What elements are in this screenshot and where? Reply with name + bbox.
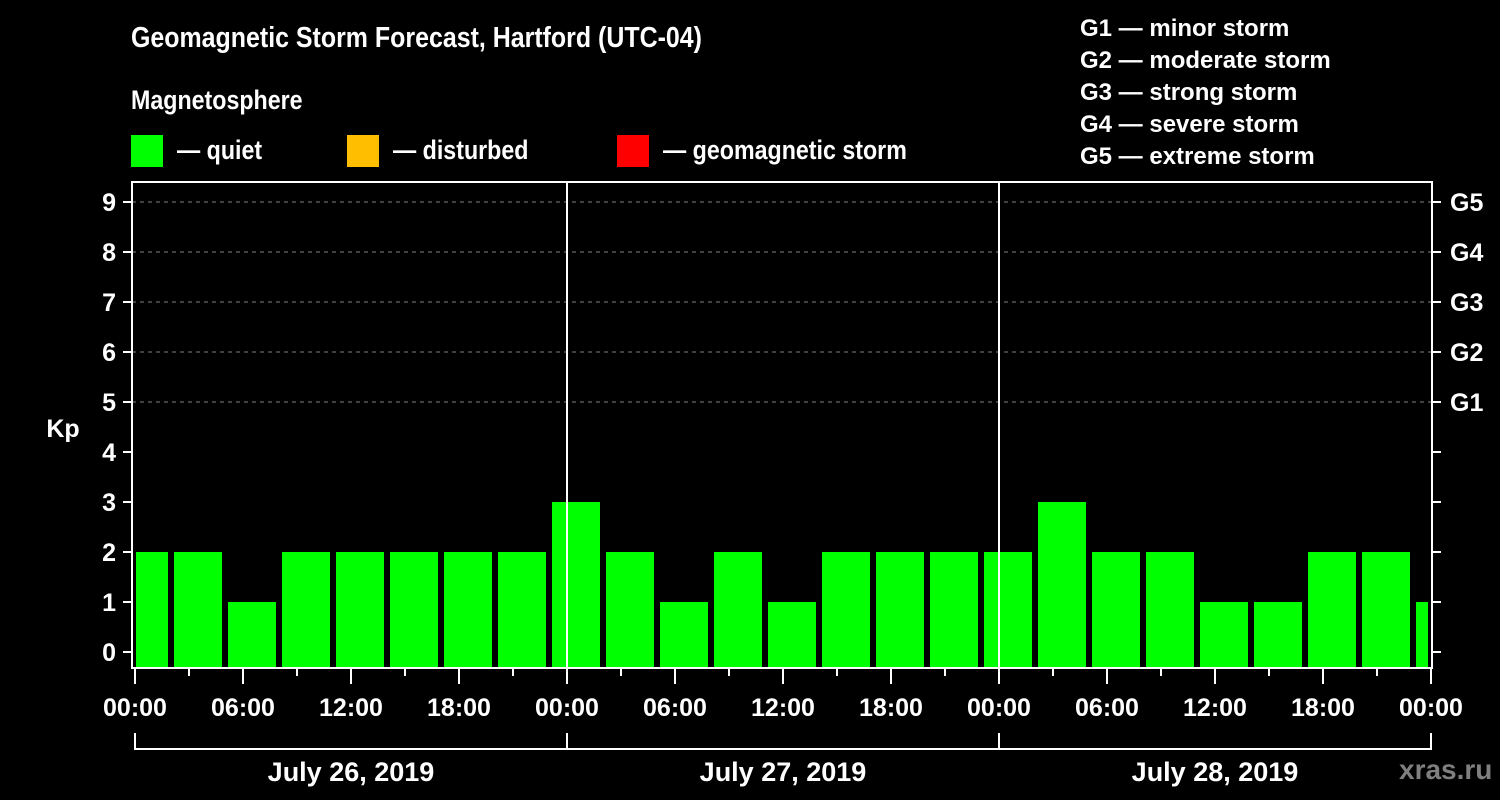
legend-item-quiet: — quiet [131, 134, 276, 167]
x-tick-label: 00:00 [1399, 694, 1463, 722]
kp-bar [606, 552, 654, 668]
kp-bar [1254, 602, 1302, 668]
y-tick-label: 4 [102, 439, 116, 467]
day-label: July 26, 2019 [268, 757, 435, 787]
x-tick-label: 00:00 [535, 694, 599, 722]
x-tick-label: 18:00 [1291, 694, 1355, 722]
g-scale-item-g2: G2 — moderate storm [1080, 47, 1331, 74]
kp-bar [1200, 602, 1248, 668]
bars [136, 502, 1428, 668]
x-tick-label: 12:00 [1183, 694, 1247, 722]
g-level-label: G1 [1450, 389, 1483, 417]
kp-bar [228, 602, 276, 668]
x-tick-label: 00:00 [967, 694, 1031, 722]
watermark: xras.ru [1399, 754, 1493, 785]
legend-label: — geomagnetic storm [663, 135, 907, 165]
legend-label: — disturbed [393, 135, 529, 165]
kp-bar [1308, 552, 1356, 668]
y-tick-label: 3 [102, 489, 116, 517]
kp-bar [498, 552, 546, 668]
legend-item-storm: — geomagnetic storm [617, 134, 947, 167]
g-scale-legend: G1 — minor storm G2 — moderate storm G3 … [1080, 13, 1331, 173]
g-scale-item-g5: G5 — extreme storm [1080, 143, 1315, 170]
y-axis-label: Kp [46, 415, 79, 443]
kp-bar [1038, 502, 1086, 668]
kp-bar [714, 552, 762, 668]
g-level-label: G3 [1450, 289, 1483, 317]
kp-bar [444, 552, 492, 668]
y-tick-label: 7 [102, 289, 116, 317]
kp-bar [390, 552, 438, 668]
disturbed-swatch-icon [347, 134, 379, 167]
x-tick-label: 06:00 [1075, 694, 1139, 722]
y-tick-label: 9 [102, 189, 116, 217]
axis-labels: 0 1 2 3 4 5 6 7 8 9 Kp G1 G2 G3 G4 G5 00:00 06:00 12:00 18:… [46, 189, 1483, 787]
x-tick-label: 12:00 [751, 694, 815, 722]
grid-lines [132, 201, 1432, 403]
kp-bar [768, 602, 816, 668]
chart-title: Geomagnetic Storm Forecast, Hartford (UT… [131, 22, 702, 54]
kp-bar [930, 552, 978, 668]
kp-bar [336, 552, 384, 668]
y-tick-label: 0 [102, 639, 116, 667]
g-scale-item-g3: G3 — strong storm [1080, 79, 1298, 106]
y-tick-label: 8 [102, 239, 116, 267]
y-tick-label: 2 [102, 539, 116, 567]
day-label: July 27, 2019 [700, 757, 867, 787]
legend-label: — quiet [177, 135, 263, 165]
kp-bar [174, 552, 222, 668]
kp-bar [552, 502, 600, 668]
g-level-label: G4 [1450, 239, 1483, 267]
g-scale-item-g1: G1 — minor storm [1080, 15, 1290, 42]
kp-bar [660, 602, 708, 668]
x-tick-label: 06:00 [211, 694, 275, 722]
axes [123, 181, 1441, 750]
g-level-label: G5 [1450, 189, 1483, 217]
y-tick-label: 5 [102, 389, 116, 417]
g-level-label: G2 [1450, 339, 1483, 367]
day-label: July 28, 2019 [1132, 757, 1299, 787]
y-tick-label: 1 [102, 589, 116, 617]
legend-item-disturbed: — disturbed [347, 134, 551, 167]
x-tick-label: 00:00 [103, 694, 167, 722]
kp-bar [984, 552, 1032, 668]
x-tick-label: 18:00 [859, 694, 923, 722]
kp-bar [1416, 602, 1428, 668]
y-tick-label: 6 [102, 339, 116, 367]
quiet-swatch-icon [131, 134, 163, 167]
kp-bar [876, 552, 924, 668]
kp-bar [1362, 552, 1410, 668]
x-tick-label: 06:00 [643, 694, 707, 722]
kp-bar [282, 552, 330, 668]
storm-swatch-icon [617, 134, 649, 167]
x-tick-label: 12:00 [319, 694, 383, 722]
g-scale-item-g4: G4 — severe storm [1080, 111, 1299, 138]
kp-bar [1092, 552, 1140, 668]
kp-bar [822, 552, 870, 668]
kp-bar [136, 552, 168, 668]
kp-bar [1146, 552, 1194, 668]
x-tick-label: 18:00 [427, 694, 491, 722]
legend-heading: Magnetosphere [131, 85, 303, 115]
